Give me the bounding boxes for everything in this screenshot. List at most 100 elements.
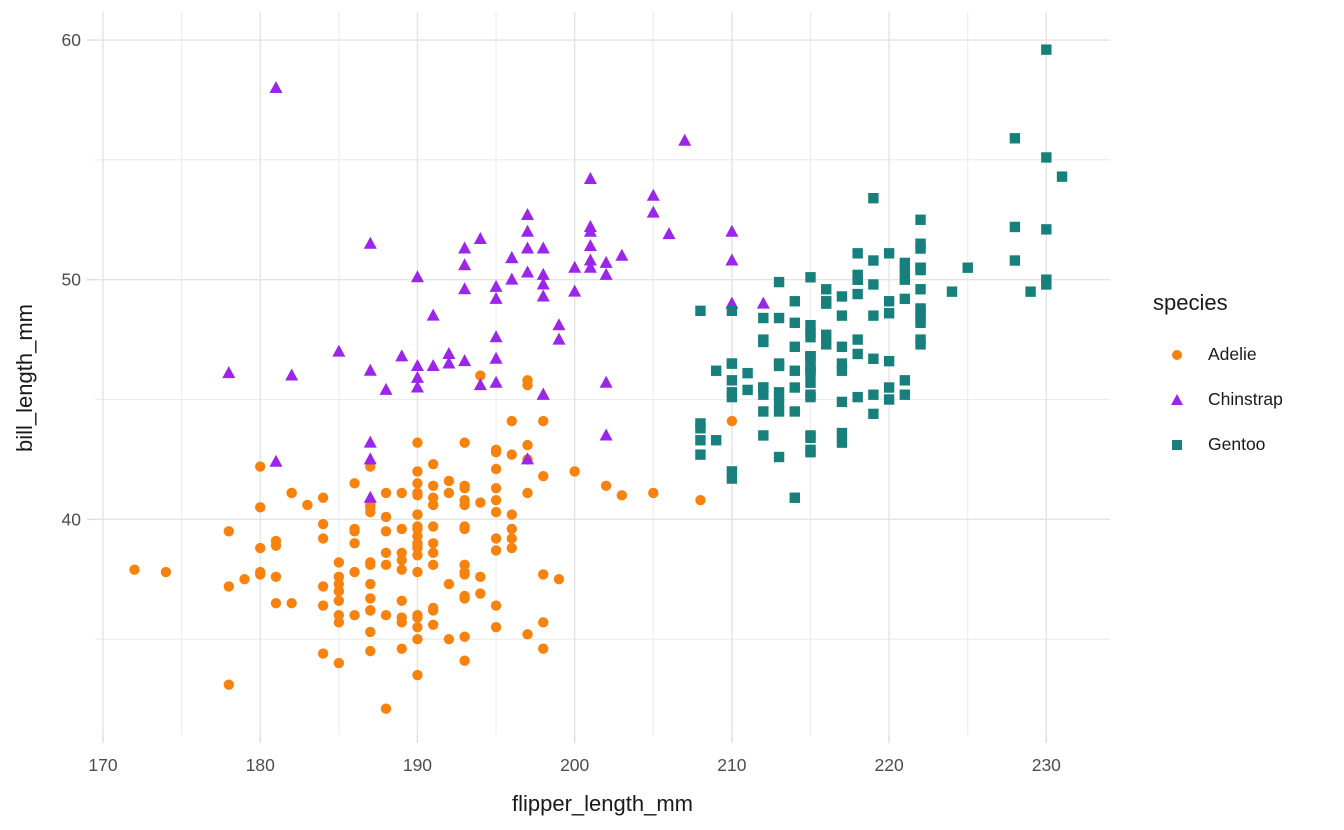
data-point-adelie bbox=[365, 578, 376, 590]
data-point-adelie bbox=[490, 463, 502, 475]
data-point-adelie bbox=[270, 571, 282, 583]
data-point-gentoo bbox=[899, 389, 911, 400]
data-point-adelie bbox=[129, 564, 140, 575]
data-point-adelie bbox=[412, 437, 423, 448]
data-point-chinstrap bbox=[458, 258, 472, 271]
data-point-adelie bbox=[270, 540, 282, 551]
data-point-gentoo bbox=[915, 312, 926, 324]
data-point-adelie bbox=[427, 605, 439, 616]
data-point-gentoo bbox=[868, 310, 879, 321]
data-point-chinstrap bbox=[395, 349, 409, 362]
data-point-gentoo bbox=[915, 238, 926, 249]
data-point-adelie bbox=[223, 526, 234, 537]
data-point-adelie bbox=[349, 609, 360, 621]
data-point-adelie bbox=[255, 542, 266, 554]
data-point-gentoo bbox=[1009, 255, 1021, 266]
data-point-chinstrap bbox=[363, 490, 377, 503]
data-point-gentoo bbox=[758, 312, 769, 324]
data-point-gentoo bbox=[915, 339, 926, 350]
data-point-adelie bbox=[427, 619, 439, 630]
data-point-adelie bbox=[538, 569, 549, 580]
data-point-adelie bbox=[396, 554, 407, 566]
data-point-chinstrap bbox=[599, 255, 613, 268]
data-point-adelie bbox=[522, 379, 533, 391]
data-point-gentoo bbox=[836, 427, 848, 439]
data-point-chinstrap bbox=[332, 344, 346, 357]
x-tick-label: 180 bbox=[246, 755, 275, 775]
data-point-gentoo bbox=[805, 320, 816, 331]
data-point-gentoo bbox=[710, 435, 722, 446]
data-point-adelie bbox=[380, 511, 392, 523]
data-point-chinstrap bbox=[442, 346, 456, 359]
data-point-gentoo bbox=[899, 264, 911, 276]
data-point-gentoo bbox=[852, 348, 863, 360]
data-point-adelie bbox=[553, 574, 565, 585]
data-point-adelie bbox=[365, 626, 376, 638]
data-point-adelie bbox=[427, 521, 439, 532]
data-point-gentoo bbox=[695, 449, 706, 460]
data-point-chinstrap bbox=[552, 332, 566, 345]
data-point-chinstrap bbox=[521, 452, 535, 465]
data-point-adelie bbox=[365, 645, 376, 657]
data-point-adelie bbox=[412, 621, 423, 633]
data-point-adelie bbox=[160, 566, 172, 578]
data-point-adelie bbox=[365, 593, 376, 604]
data-point-gentoo bbox=[1041, 152, 1052, 163]
legend-item-chinstrap: Chinstrap bbox=[1150, 377, 1340, 422]
data-point-adelie bbox=[365, 605, 376, 616]
data-point-gentoo bbox=[726, 375, 738, 386]
legend: species Adelie Chinstrap Gentoo bbox=[1150, 290, 1340, 467]
data-point-gentoo bbox=[758, 334, 769, 345]
data-point-chinstrap bbox=[426, 358, 440, 371]
data-point-chinstrap bbox=[583, 260, 597, 273]
data-point-gentoo bbox=[805, 351, 816, 362]
data-point-adelie bbox=[506, 542, 517, 554]
data-point-chinstrap bbox=[410, 358, 424, 371]
data-point-chinstrap bbox=[426, 308, 440, 321]
data-point-chinstrap bbox=[646, 188, 660, 201]
data-point-adelie bbox=[396, 523, 407, 535]
data-point-adelie bbox=[506, 509, 517, 520]
data-point-adelie bbox=[333, 595, 345, 607]
data-point-gentoo bbox=[758, 382, 769, 393]
x-tick-label: 170 bbox=[88, 755, 117, 775]
data-point-gentoo bbox=[836, 310, 848, 321]
data-point-adelie bbox=[427, 492, 439, 503]
data-point-adelie bbox=[427, 547, 439, 559]
data-point-adelie bbox=[490, 482, 502, 494]
data-point-adelie bbox=[286, 487, 297, 499]
data-point-adelie bbox=[443, 578, 455, 590]
data-point-gentoo bbox=[773, 406, 785, 417]
data-point-adelie bbox=[506, 415, 517, 427]
data-point-adelie bbox=[317, 533, 329, 544]
data-point-gentoo bbox=[899, 375, 911, 386]
data-point-adelie bbox=[427, 459, 439, 470]
data-point-gentoo bbox=[899, 257, 911, 269]
data-point-gentoo bbox=[821, 339, 832, 350]
data-point-chinstrap bbox=[269, 80, 283, 93]
data-point-gentoo bbox=[805, 430, 816, 441]
legend-item-adelie: Adelie bbox=[1150, 332, 1340, 377]
data-point-adelie bbox=[317, 648, 329, 659]
data-point-adelie bbox=[396, 643, 407, 654]
data-point-gentoo bbox=[1056, 171, 1068, 182]
x-tick-label: 200 bbox=[560, 755, 589, 775]
data-point-adelie bbox=[569, 466, 580, 477]
data-point-adelie bbox=[396, 487, 407, 499]
data-point-gentoo bbox=[836, 437, 848, 448]
y-axis-title: bill_length_mm bbox=[12, 304, 37, 452]
data-point-gentoo bbox=[883, 296, 895, 307]
data-point-gentoo bbox=[852, 288, 863, 300]
data-point-adelie bbox=[475, 571, 486, 583]
data-point-adelie bbox=[239, 574, 250, 585]
data-point-adelie bbox=[538, 643, 549, 654]
data-point-gentoo bbox=[789, 382, 800, 393]
data-point-gentoo bbox=[789, 341, 800, 352]
data-point-adelie bbox=[380, 547, 392, 559]
data-point-gentoo bbox=[883, 308, 895, 319]
data-point-adelie bbox=[459, 494, 470, 506]
data-point-chinstrap bbox=[505, 251, 519, 264]
data-point-adelie bbox=[459, 566, 470, 578]
adelie-circle-icon bbox=[1160, 349, 1194, 360]
